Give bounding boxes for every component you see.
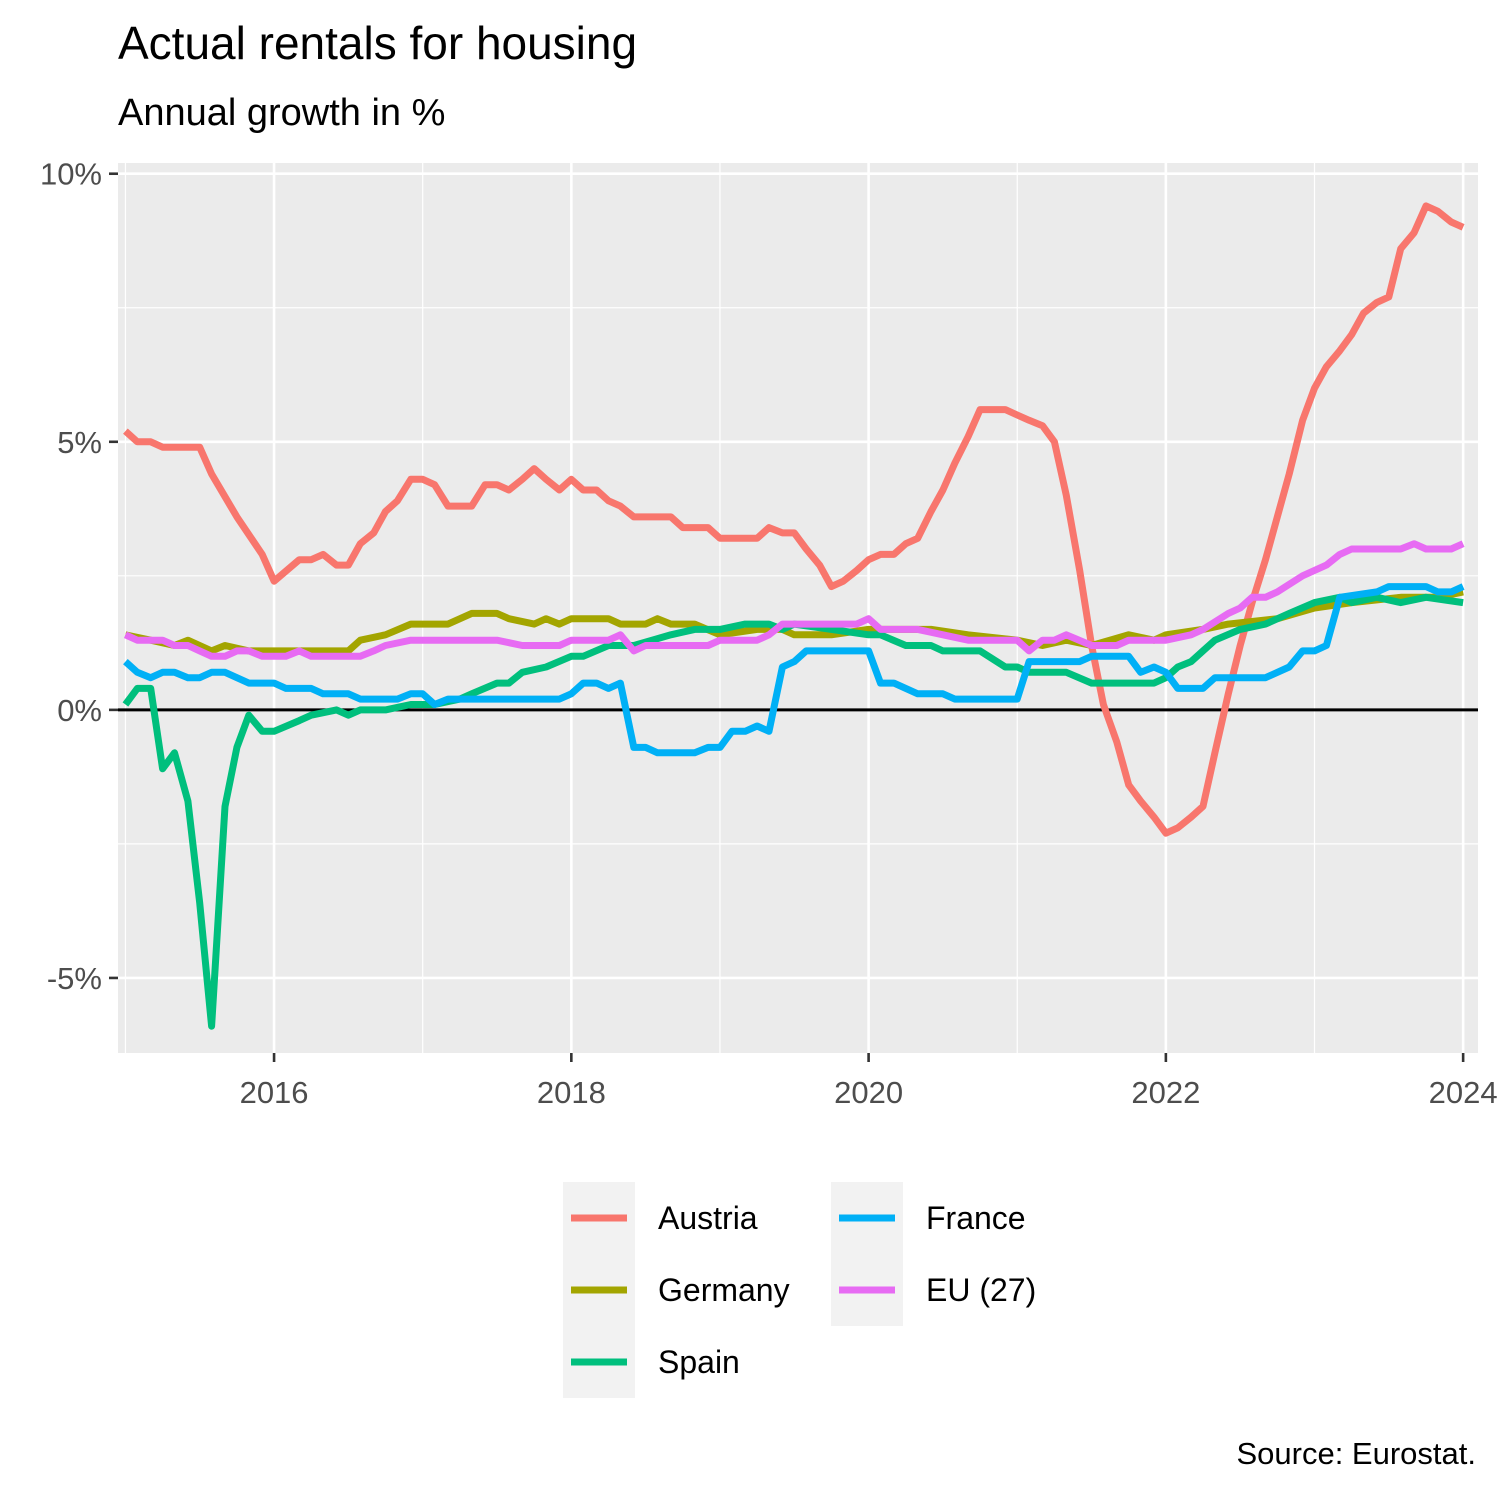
y-tick-label: -5% bbox=[47, 961, 102, 996]
chart-subtitle: Annual growth in % bbox=[118, 92, 446, 134]
series-line-germany bbox=[124, 588, 1464, 655]
series-lines bbox=[122, 202, 1465, 1030]
legend-label: Germany bbox=[658, 1272, 790, 1308]
legend-label: Austria bbox=[658, 1200, 758, 1236]
x-tick-label: 2024 bbox=[1429, 1075, 1498, 1110]
legend-label: Spain bbox=[658, 1344, 740, 1380]
legend-label: EU (27) bbox=[926, 1272, 1036, 1308]
y-tick-label: 0% bbox=[57, 693, 102, 728]
x-tick-label: 2016 bbox=[240, 1075, 309, 1110]
series-line-france bbox=[123, 583, 1465, 757]
y-tick-label: 10% bbox=[40, 157, 102, 192]
plot-panel bbox=[118, 163, 1478, 1053]
legend-label: France bbox=[926, 1200, 1026, 1236]
x-tick-label: 2022 bbox=[1131, 1075, 1200, 1110]
chart-title: Actual rentals for housing bbox=[118, 17, 638, 69]
legend: Austria Germany Spain France EU (27) bbox=[563, 1182, 1036, 1398]
chart-caption: Source: Eurostat. bbox=[1236, 1436, 1476, 1471]
y-axis: 10% 5% 0% -5% bbox=[40, 157, 118, 996]
x-tick-label: 2020 bbox=[834, 1075, 903, 1110]
x-axis: 2016 2018 2020 2022 2024 bbox=[240, 1053, 1498, 1110]
minor-gridlines bbox=[118, 163, 1478, 1053]
x-tick-label: 2018 bbox=[537, 1075, 606, 1110]
series-line-spain bbox=[122, 593, 1464, 1030]
series-line-eu-27 bbox=[123, 540, 1465, 660]
series-line-austria bbox=[123, 202, 1465, 837]
y-tick-label: 5% bbox=[57, 425, 102, 460]
